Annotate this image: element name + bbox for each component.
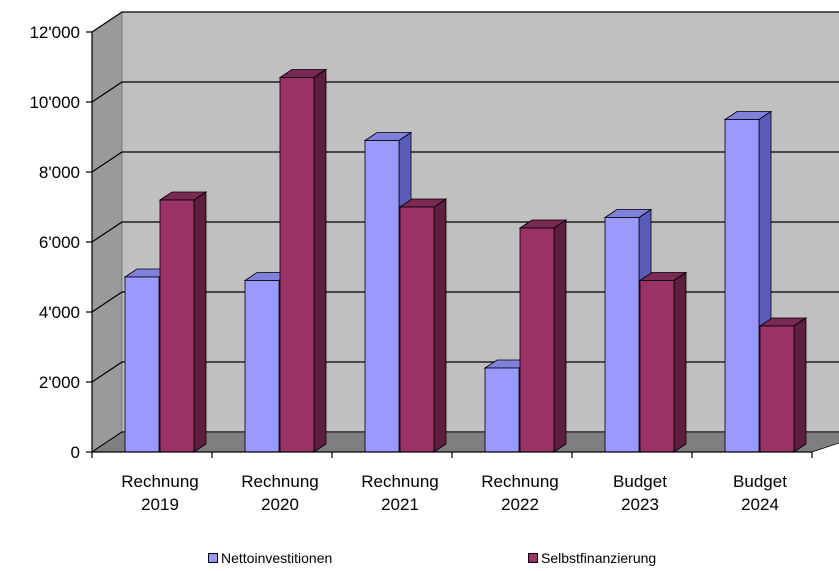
bar-side: [793, 317, 807, 453]
bar-front: [364, 140, 400, 453]
y-tick-label: 2'000: [39, 373, 80, 392]
bar-front: [484, 367, 520, 453]
legend-label-selbstfinanzierung: Selbstfinanzierung: [541, 550, 657, 566]
x-tick-label: 2020: [261, 495, 299, 514]
bar-side: [193, 191, 207, 453]
x-tick-label: 2022: [501, 495, 539, 514]
bar-front: [159, 199, 195, 453]
x-tick-label: 2024: [741, 495, 779, 514]
x-tick-label: Rechnung: [241, 472, 319, 491]
bar-selbstfinanzierung: [758, 317, 808, 453]
gridline: [91, 151, 839, 173]
y-tick-label: 8'000: [39, 163, 80, 182]
bar-side: [553, 219, 567, 453]
bar-front: [639, 280, 675, 453]
bar-front: [124, 276, 160, 453]
y-tick-label: 0: [71, 443, 80, 462]
legend-item-selbstfinanzierung: Selbstfinanzierung: [528, 550, 656, 566]
bar-selbstfinanzierung: [518, 219, 568, 453]
x-tick-labels: Rechnung 2019 Rechnung 2020 Rechnung 2021 Rech…: [121, 472, 787, 514]
x-tick-label: 2019: [141, 495, 179, 514]
x-tick-label: Rechnung: [481, 472, 559, 491]
bar-front: [279, 77, 315, 453]
x-tick-label: Rechnung: [361, 472, 439, 491]
axes: [86, 31, 813, 458]
bar-selbstfinanzierung: [158, 191, 208, 453]
y-tick-label: 12'000: [29, 23, 80, 42]
gridline: [91, 81, 839, 103]
bar-side: [313, 68, 327, 453]
legend: Nettoinvestitionen Selbstfinanzierung: [0, 550, 839, 570]
bar-front: [244, 280, 280, 453]
legend-item-nettoinvestitionen: Nettoinvestitionen: [208, 550, 332, 566]
legend-swatch-selbstfinanzierung: [528, 553, 538, 563]
bar-side: [433, 198, 447, 453]
bar-selbstfinanzierung: [278, 68, 328, 453]
y-tick-labels: 0 2'000 4'000 6'000 8'000 10'000 12'000: [29, 23, 80, 462]
x-tick-label: 2021: [381, 495, 419, 514]
y-tick-label: 6'000: [39, 233, 80, 252]
gridline: [91, 11, 839, 33]
bar-selbstfinanzierung: [638, 271, 688, 453]
x-tick-label: Budget: [733, 472, 787, 491]
bars: [123, 68, 808, 453]
bar-front: [399, 206, 435, 453]
y-tick-label: 4'000: [39, 303, 80, 322]
x-tick-label: Budget: [613, 472, 667, 491]
x-tick-label: Rechnung: [121, 472, 199, 491]
bar-front: [604, 217, 640, 453]
bar-selbstfinanzierung: [398, 198, 448, 453]
legend-label-nettoinvestitionen: Nettoinvestitionen: [221, 550, 333, 566]
bar-front: [724, 119, 760, 453]
y-tick-label: 10'000: [29, 93, 80, 112]
bar-front: [519, 227, 555, 453]
x-tick-label: 2023: [621, 495, 659, 514]
bar-side: [673, 271, 687, 453]
legend-swatch-nettoinvestitionen: [208, 553, 218, 563]
bar-front: [759, 325, 795, 453]
